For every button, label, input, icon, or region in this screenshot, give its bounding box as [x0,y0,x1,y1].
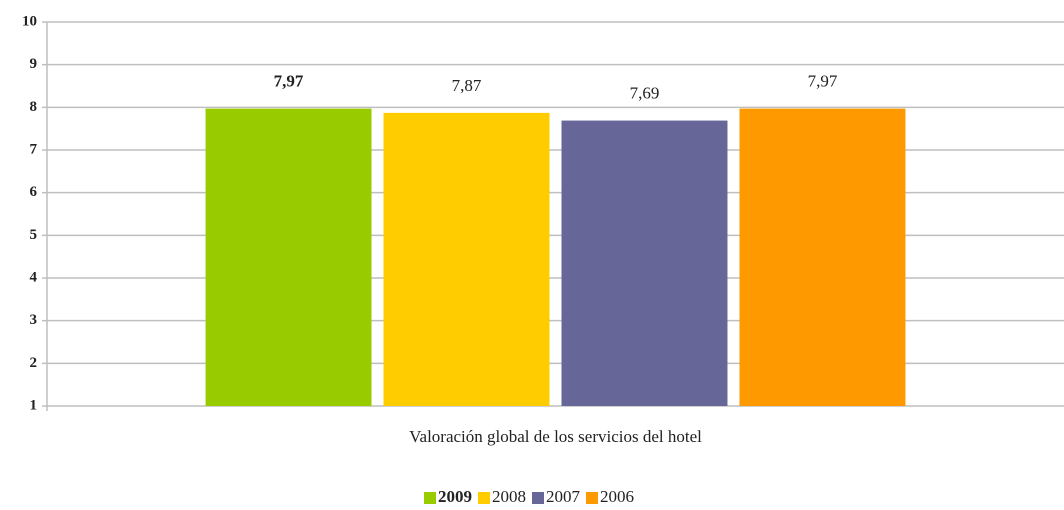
y-tick-label: 2 [30,355,38,371]
y-tick-label: 7 [30,141,38,157]
legend-label: 2007 [546,487,581,506]
y-tick-label: 9 [30,56,38,72]
bar [561,120,728,406]
y-tick-label: 10 [22,13,37,29]
value-label: 7,87 [452,76,482,95]
value-label: 7,97 [274,72,304,91]
y-tick-label: 1 [30,397,38,413]
y-tick-label: 6 [30,184,38,200]
y-tick-label: 4 [30,269,38,285]
x-tick-label: Valoración global de los servicios del h… [409,427,702,446]
y-tick-label: 8 [30,99,38,115]
legend-swatch [424,492,436,504]
value-label: 7,69 [630,83,660,102]
bar [205,108,372,406]
y-tick-label: 5 [30,227,38,243]
legend-label: 2006 [600,487,634,506]
y-tick-label: 3 [30,312,38,328]
bar [383,112,550,406]
legend-swatch [586,492,598,504]
bar [739,108,906,406]
legend-label: 2009 [438,487,472,506]
legend-swatch [478,492,490,504]
legend-swatch [532,492,544,504]
legend-label: 2008 [492,487,526,506]
value-label: 7,97 [808,72,838,91]
